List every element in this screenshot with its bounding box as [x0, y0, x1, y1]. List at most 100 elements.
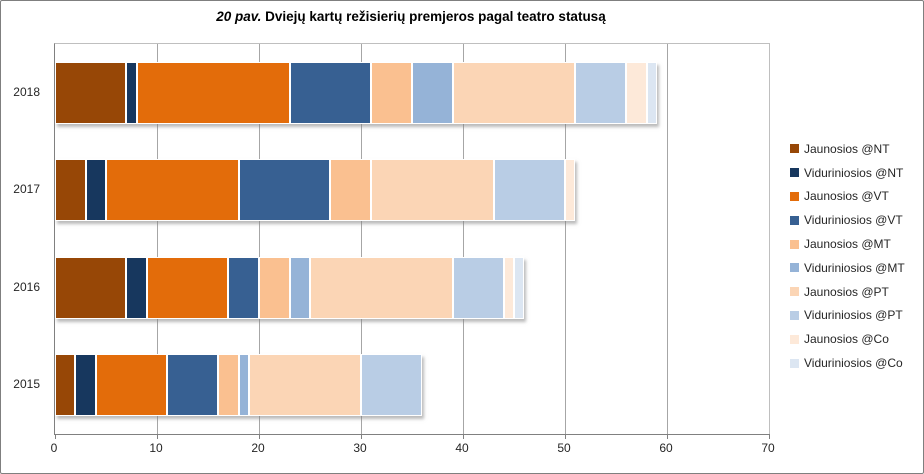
bar-segment [126, 61, 137, 124]
bar-segment [514, 256, 525, 319]
x-tick-label: 0 [50, 441, 58, 455]
legend-label: Jaunosios @NT [804, 141, 890, 156]
x-tick-label: 40 [455, 441, 469, 455]
bar-row-2016 [55, 239, 769, 337]
x-tick-label: 70 [761, 441, 775, 455]
bar-row-2018 [55, 44, 769, 142]
bar-row-2015 [55, 337, 769, 435]
bar-segment [330, 159, 372, 222]
legend: Jaunosios @NT Viduriniosios @NT Jaunosios … [790, 137, 905, 375]
y-tick-label: 2015 [13, 377, 40, 392]
bar-segment [626, 61, 647, 124]
bar-segment [238, 354, 249, 417]
y-tick-label: 2016 [13, 279, 40, 294]
bar-segment [371, 159, 494, 222]
legend-swatch-icon [790, 358, 799, 368]
legend-item: Jaunosios @Co [790, 327, 905, 351]
bar-segment [289, 61, 372, 124]
x-axis-labels: 0 10 20 30 40 50 60 70 [50, 441, 775, 461]
bar-segment [248, 354, 361, 417]
legend-swatch-icon [790, 239, 799, 249]
legend-swatch-icon [790, 215, 799, 225]
legend-swatch-icon [790, 168, 799, 178]
bar-segment [310, 256, 453, 319]
plot-area [54, 43, 770, 439]
chart-title-number: 20 pav. [216, 9, 262, 24]
bar-segment [55, 61, 127, 124]
bar-segment [218, 354, 239, 417]
bar-segment [126, 256, 147, 319]
legend-item: Viduriniosios @MT [790, 256, 905, 280]
bar-segment [452, 256, 504, 319]
bar-segment [493, 159, 565, 222]
legend-label: Viduriniosios @PT [804, 308, 903, 323]
bar-segment [167, 354, 219, 417]
bar-segment [289, 256, 310, 319]
x-tick-label: 60 [659, 441, 673, 455]
legend-swatch-icon [790, 191, 799, 201]
legend-label: Viduriniosios @MT [804, 260, 905, 275]
y-tick-label: 2017 [13, 182, 40, 197]
bar-segment [361, 354, 423, 417]
legend-label: Viduriniosios @VT [804, 213, 903, 228]
bar-segment [575, 61, 627, 124]
legend-label: Jaunosios @PT [804, 284, 889, 299]
bar-segment [228, 256, 259, 319]
gridline [463, 44, 464, 434]
bar-segment [412, 61, 453, 124]
legend-label: Jaunosios @VT [804, 189, 889, 204]
legend-label: Jaunosios @Co [804, 332, 889, 347]
axis-tick [259, 434, 260, 439]
gridline [667, 44, 668, 434]
bar-row-2017 [55, 142, 769, 240]
x-tick-label: 30 [353, 441, 367, 455]
bar-segment [259, 256, 290, 319]
legend-item: Viduriniosios @Co [790, 351, 905, 375]
stacked-bar-2016 [55, 256, 525, 319]
bar-segment [371, 61, 412, 124]
bar-segment [85, 159, 106, 222]
chart-title-text: Dviejų kartų režisierių premjeros pagal … [261, 9, 606, 24]
bar-segment [146, 256, 229, 319]
gridline [361, 44, 362, 434]
x-tick-label: 50 [557, 441, 571, 455]
gridline [565, 44, 566, 434]
bar-segment [646, 61, 657, 124]
bar-segment [503, 256, 514, 319]
bar-segment [55, 256, 127, 319]
bar-segment [136, 61, 290, 124]
bar-segment [106, 159, 239, 222]
legend-label: Jaunosios @MT [804, 237, 891, 252]
y-axis-labels: 2018 2017 2016 2015 [1, 43, 48, 433]
bar-segment [238, 159, 331, 222]
legend-swatch-icon [790, 334, 799, 344]
legend-item: Viduriniosios @NT [790, 161, 905, 185]
legend-item: Viduriniosios @PT [790, 304, 905, 328]
gridline [157, 44, 158, 434]
bar-segment [452, 61, 576, 124]
axis-tick [463, 434, 464, 439]
axis-tick [667, 434, 668, 439]
axis-tick [565, 434, 566, 439]
axis-tick [769, 434, 770, 439]
legend-swatch-icon [790, 287, 799, 297]
x-tick-label: 20 [251, 441, 265, 455]
legend-item: Jaunosios @NT [790, 137, 905, 161]
stacked-bar-2015 [55, 354, 423, 417]
chart-title: 20 pav. Dviejų kartų režisierių premjero… [54, 9, 768, 24]
legend-item: Jaunosios @MT [790, 232, 905, 256]
legend-label: Viduriniosios @NT [804, 165, 904, 180]
axis-tick [157, 434, 158, 439]
bar-segment [55, 159, 86, 222]
legend-swatch-icon [790, 144, 799, 154]
legend-item: Viduriniosios @VT [790, 208, 905, 232]
bar-segment [55, 354, 76, 417]
legend-item: Jaunosios @VT [790, 185, 905, 209]
stacked-bar-2018 [55, 61, 657, 124]
stacked-bar-2017 [55, 159, 576, 222]
legend-label: Viduriniosios @Co [804, 356, 903, 371]
bar-segment [565, 159, 576, 222]
y-tick-label: 2018 [13, 84, 40, 99]
axis-tick [361, 434, 362, 439]
